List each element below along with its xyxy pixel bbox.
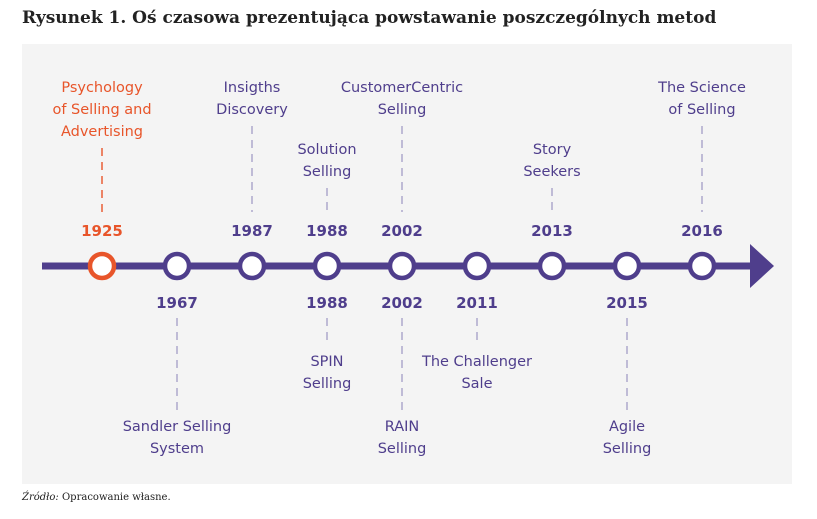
event-label-line: Psychology <box>61 80 143 96</box>
timeline-arrow-head <box>750 244 774 288</box>
year-label: 1987 <box>231 222 273 240</box>
event-label-line: RAIN <box>385 419 420 435</box>
event-label-line: Discovery <box>216 102 288 118</box>
event-label-line: System <box>150 441 204 457</box>
event-label-line: Selling <box>303 376 352 392</box>
timeline-diagram: 1925 Psychology of Selling and Advertising 1… <box>42 80 774 457</box>
event-label-line: Selling <box>378 102 427 118</box>
source-note: Źródło: Opracowanie własne. <box>22 492 171 503</box>
event-label-line: Agile <box>609 419 645 435</box>
year-label: 1967 <box>156 294 198 312</box>
year-label: 2002 <box>381 294 423 312</box>
timeline-node <box>387 251 417 281</box>
year-label: 2015 <box>606 294 648 312</box>
timeline-node <box>537 251 567 281</box>
event-label-line: The Science <box>657 80 746 96</box>
timeline-node <box>462 251 492 281</box>
event-label-line: of Selling <box>668 102 735 118</box>
source-text: Opracowanie własne. <box>58 492 171 503</box>
year-label: 1988 <box>306 294 348 312</box>
event-label-line: Sandler Selling <box>123 419 232 435</box>
event-label-line: Selling <box>603 441 652 457</box>
event-label-line: The Challenger <box>421 354 532 370</box>
event-label-line: CustomerCentric <box>341 80 463 96</box>
event-label-line: Sale <box>461 376 492 392</box>
timeline-node <box>612 251 642 281</box>
figure-title: Rysunek 1. Oś czasowa prezentująca powst… <box>22 8 717 28</box>
timeline-node <box>687 251 717 281</box>
event-label-line: SPIN <box>310 354 343 370</box>
year-label: 2013 <box>531 222 573 240</box>
timeline-node <box>87 251 117 281</box>
year-label: 2016 <box>681 222 723 240</box>
event-label-line: of Selling and <box>52 102 151 118</box>
event-label-line: Solution <box>297 142 356 158</box>
timeline-panel: 1925 Psychology of Selling and Advertising 1… <box>22 44 792 484</box>
event-label-line: Seekers <box>523 164 580 180</box>
event-label-line: Selling <box>378 441 427 457</box>
source-prefix: Źródło: <box>22 492 59 503</box>
event-label-line: Story <box>533 142 572 158</box>
year-label: 1988 <box>306 222 348 240</box>
year-label: 1925 <box>81 222 123 240</box>
timeline-node <box>162 251 192 281</box>
year-label: 2011 <box>456 294 498 312</box>
event-label-line: Advertising <box>61 124 143 140</box>
year-label: 2002 <box>381 222 423 240</box>
timeline-node <box>312 251 342 281</box>
timeline-node <box>237 251 267 281</box>
event-label-line: Insigths <box>224 80 281 96</box>
event-label-line: Selling <box>303 164 352 180</box>
